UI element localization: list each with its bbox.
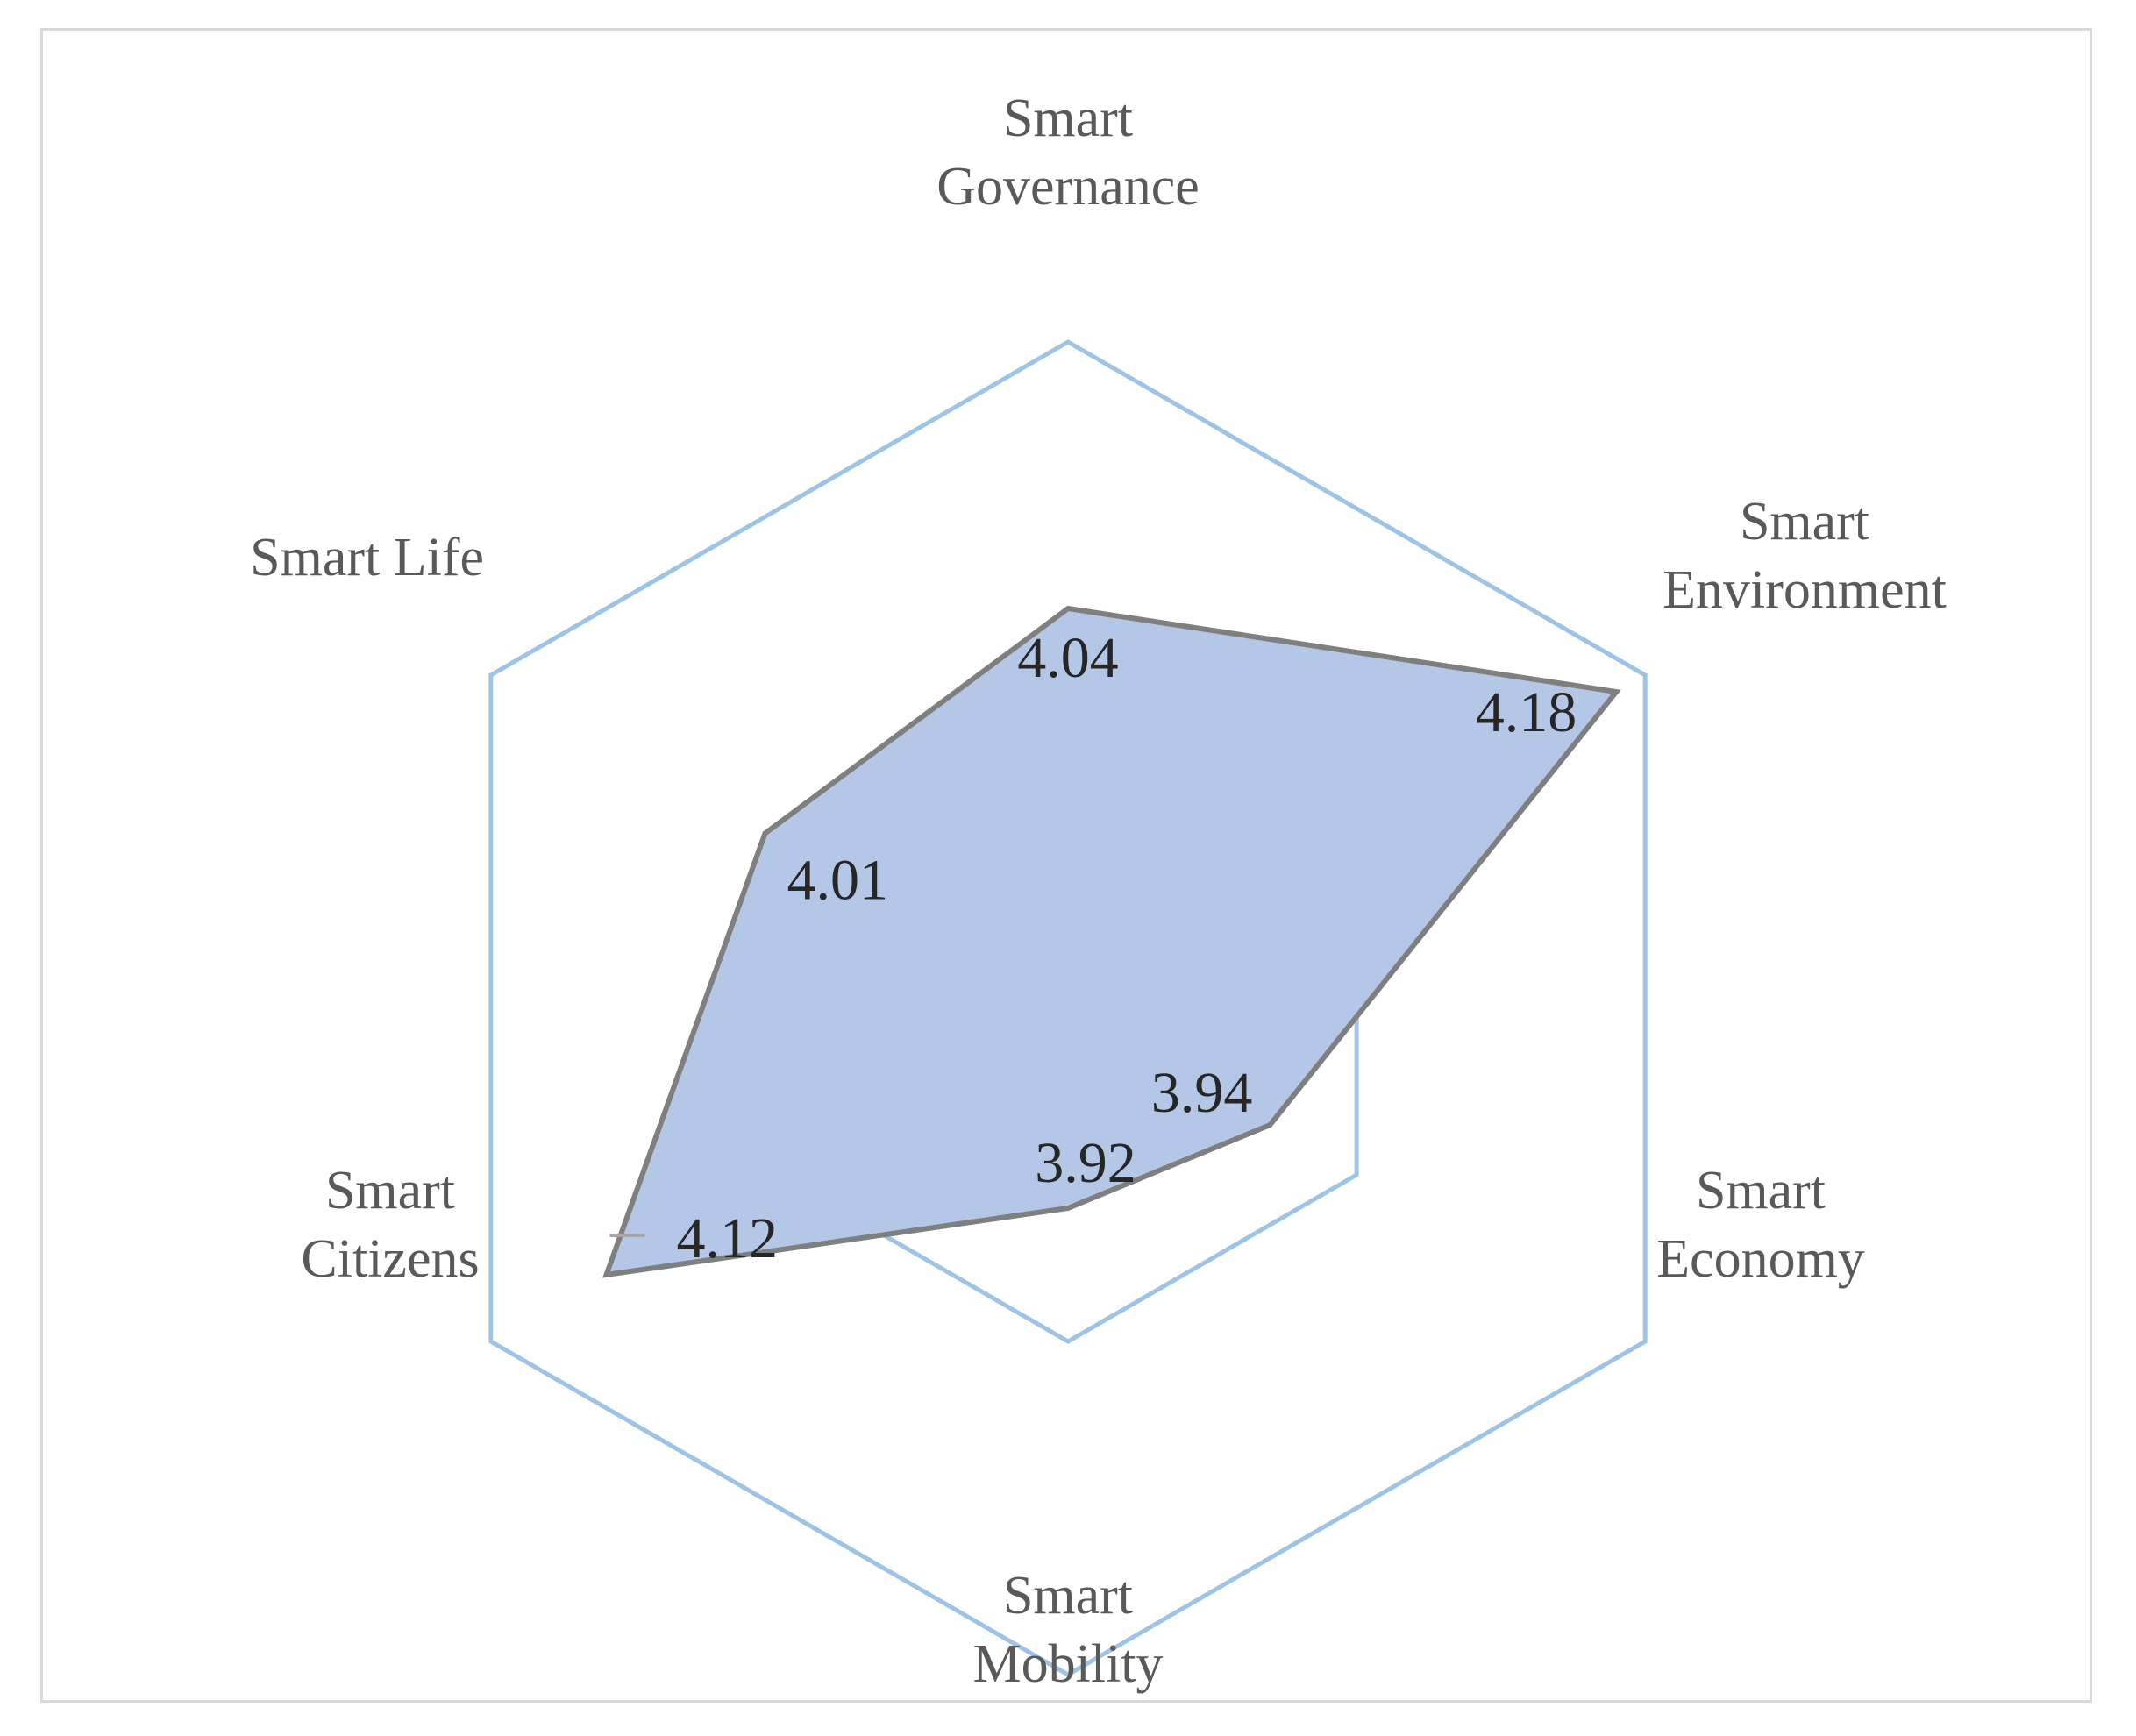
- grid-ring-2: [488, 339, 1648, 1677]
- data-label-2: 3.94: [1151, 1061, 1253, 1125]
- category-label-1: Smart Environment: [1663, 492, 1947, 620]
- data-labels: 4.04 4.18 3.943.92 4.12 4.01: [609, 626, 1577, 1270]
- data-label-5: 4.01: [787, 849, 889, 913]
- data-label-0: 4.04: [1017, 626, 1119, 690]
- data-label-1: 4.18: [1476, 680, 1577, 744]
- data-label-3: 3.92: [1035, 1131, 1136, 1195]
- data-label-4: 4.12: [677, 1206, 779, 1270]
- category-label-4: Smart Citizens: [301, 1161, 479, 1289]
- category-label-5: Smart Life: [250, 528, 484, 587]
- category-labels: Smart Governance Smart Environment Smart Econ…: [250, 89, 1947, 1694]
- radar-series: [602, 605, 1621, 1278]
- category-label-3: Smart Mobility: [972, 1566, 1163, 1694]
- category-label-0: Smart Governance: [936, 89, 1200, 217]
- series-area-0: [602, 605, 1621, 1278]
- category-label-2: Smart Economy: [1656, 1161, 1865, 1289]
